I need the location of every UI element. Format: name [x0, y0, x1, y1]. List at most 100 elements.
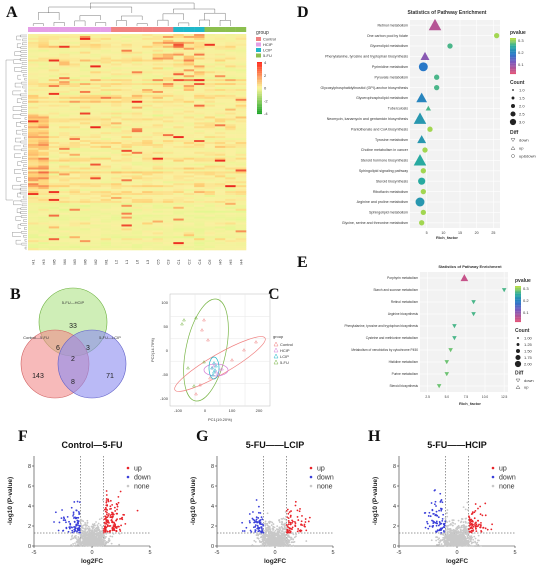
dendrogram-branch — [79, 15, 101, 20]
heatmap-cell — [111, 240, 122, 243]
heatmap-cell — [225, 75, 236, 78]
volcano-point — [269, 529, 272, 531]
enrichment_d-x-tick: 15 — [458, 231, 462, 235]
volcano-y-tick: 8 — [28, 464, 31, 470]
heatmap-cell — [59, 244, 70, 247]
heatmap-cell — [90, 128, 101, 131]
volcano-legend-dot — [126, 475, 130, 479]
heatmap-cell — [235, 39, 247, 43]
heatmap-scale-step — [257, 86, 262, 89]
heatmap-cell — [214, 35, 226, 39]
volcano-point-up — [112, 515, 114, 518]
volcano-point — [81, 527, 84, 529]
heatmap-cell — [152, 216, 164, 219]
heatmap-cell — [28, 134, 39, 137]
heatmap-cell — [152, 214, 164, 217]
heatmap-cell — [235, 132, 247, 135]
heatmap-cell — [38, 208, 50, 212]
heatmap-cell — [204, 161, 216, 164]
heatmap-cell — [204, 45, 216, 49]
heatmap-cell — [173, 151, 185, 155]
heatmap-cell — [131, 167, 143, 170]
heatmap-cell — [121, 57, 133, 60]
heatmap-cell — [183, 204, 195, 208]
heatmap-cell — [173, 169, 185, 172]
enrichment_e-point-down — [448, 348, 453, 353]
volcano-point — [78, 537, 80, 540]
volcano-point — [103, 537, 106, 540]
heatmap-cell — [100, 92, 112, 96]
heatmap-cell — [214, 161, 226, 164]
heatmap-cell — [121, 85, 133, 88]
heatmap-cell — [28, 143, 39, 147]
heatmap-cell — [152, 92, 164, 96]
enrichment_e-point-down — [444, 360, 450, 365]
heatmap-cell — [225, 232, 236, 235]
heatmap-cell — [69, 130, 81, 133]
heatmap-cell — [225, 55, 236, 58]
volcano-point-up — [112, 524, 115, 527]
row-dendrogram-branch — [13, 145, 21, 151]
heatmap-cell — [235, 198, 247, 202]
heatmap-cell — [162, 248, 174, 251]
heatmap-cell — [183, 210, 195, 213]
pca-point — [213, 368, 217, 372]
heatmap-cell — [69, 248, 81, 251]
heatmap-cell — [162, 47, 174, 51]
heatmap-cell — [90, 79, 101, 82]
heatmap-cell — [121, 238, 133, 241]
heatmap-cell — [100, 49, 112, 52]
heatmap-cell — [204, 238, 216, 241]
volcano-point-up — [289, 521, 292, 524]
heatmap-cell — [111, 185, 122, 188]
volcano-point — [95, 521, 97, 523]
heatmap-cell — [131, 165, 143, 168]
volcano-point — [272, 523, 275, 525]
heatmap-cell — [121, 163, 133, 166]
heatmap-scale-step — [257, 76, 262, 78]
heatmap-cell — [121, 47, 133, 51]
heatmap-cell — [100, 126, 112, 129]
heatmap-cell — [152, 155, 164, 159]
heatmap-cell — [194, 185, 205, 188]
heatmap-cell — [152, 210, 164, 213]
heatmap-cell — [204, 98, 216, 102]
volcano-point — [95, 526, 98, 529]
heatmap-cell — [225, 169, 236, 172]
heatmap-cell — [59, 94, 70, 98]
volcano-point — [278, 519, 281, 522]
volcano-point — [94, 545, 97, 547]
volcano-point-up — [287, 512, 290, 515]
heatmap-cell — [173, 204, 185, 208]
heatmap-cell — [204, 212, 216, 215]
pca-legend-label: 5-FU — [280, 360, 289, 365]
heatmap-cell — [131, 57, 143, 60]
heatmap-cell — [69, 183, 81, 186]
row-dendrogram-branch — [17, 192, 21, 198]
heatmap-cell — [194, 102, 205, 105]
volcano-point — [84, 527, 87, 530]
volcano-point — [260, 540, 263, 543]
heatmap-cell — [204, 228, 216, 231]
volcano-point — [88, 527, 91, 530]
heatmap-cell — [204, 136, 216, 139]
volcano-point — [102, 540, 105, 542]
heatmap-cell — [225, 67, 236, 70]
row-dendrogram-branch — [22, 133, 27, 136]
heatmap-cell — [90, 143, 101, 147]
heatmap-cell — [90, 90, 101, 94]
heatmap-cell — [79, 236, 91, 239]
heatmap-cell — [162, 136, 174, 139]
volcano-point-up — [303, 525, 306, 527]
heatmap-cell — [38, 65, 50, 68]
heatmap-cell — [79, 104, 91, 107]
heatmap-cell — [142, 198, 153, 202]
heatmap-cell — [48, 246, 60, 249]
heatmap-cell — [235, 71, 247, 74]
heatmap-cell — [162, 242, 174, 245]
heatmap-cell — [79, 130, 91, 133]
heatmap-cell — [59, 34, 70, 37]
heatmap-cell — [28, 55, 39, 58]
volcano-point — [283, 525, 286, 528]
